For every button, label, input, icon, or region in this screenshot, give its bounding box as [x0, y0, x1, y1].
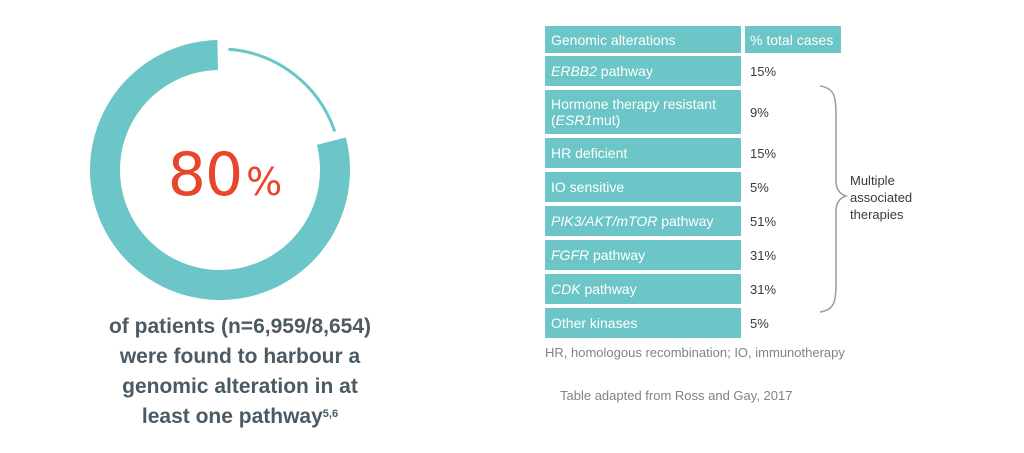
row-percent: 31% — [750, 281, 777, 297]
row-alteration-text: Hormone therapy resistant (ESR1mut) — [551, 96, 716, 128]
bracket-label-line-1: Multiple — [850, 173, 895, 188]
row-percent: 5% — [750, 315, 769, 331]
caption-line-2: were found to harbour a — [119, 345, 361, 368]
row-alteration-text: PIK3/AKT/mTOR pathway — [551, 213, 714, 229]
percent-value: 80% — [80, 140, 370, 210]
caption-line-4: least one pathway5,6 — [40, 402, 440, 432]
row-alteration: CDK pathway — [545, 274, 741, 304]
right-brace-icon — [819, 85, 848, 313]
row-alteration: Hormone therapy resistant (ESR1mut) — [545, 90, 741, 134]
table-row: ERBB2 pathway 15% — [545, 56, 841, 86]
row-percent: 15% — [750, 63, 777, 79]
row-alteration-gene: CDK — [551, 281, 581, 297]
table-row: IO sensitive 5% — [545, 172, 841, 202]
table-row: PIK3/AKT/mTOR pathway 51% — [545, 206, 841, 236]
donut-caption: of patients (n=6,959/8,654) were found t… — [40, 312, 440, 432]
row-alteration: IO sensitive — [545, 172, 741, 202]
table-source: Table adapted from Ross and Gay, 2017 — [560, 388, 793, 403]
row-alteration-text: HR deficient — [551, 145, 628, 161]
row-percent: 51% — [750, 213, 777, 229]
donut-svg — [90, 40, 351, 300]
row-alteration: Other kinases — [545, 308, 741, 338]
row-alteration: ERBB2 pathway — [545, 56, 741, 86]
row-alteration-gene: PIK3/AKT/mTOR — [551, 213, 658, 229]
donut-chart: 80% — [80, 35, 360, 305]
bracket-label-line-3: therapies — [850, 207, 904, 222]
percent-number: 80 — [167, 140, 243, 210]
table-footnote: HR, homologous recombination; IO, immuno… — [545, 345, 845, 360]
table-header-row: Genomic alterations % total cases — [545, 26, 841, 53]
caption-line-3: genomic alteration in at — [122, 375, 358, 398]
table-row: Hormone therapy resistant (ESR1mut) 9% — [545, 90, 841, 134]
header-genomic-alterations: Genomic alterations — [545, 26, 741, 53]
bracket-label-line-2: associated — [850, 190, 913, 205]
row-alteration-gene: FGFR — [551, 247, 590, 263]
caption-superscript: 5,6 — [322, 408, 339, 420]
table-row: FGFR pathway 31% — [545, 240, 841, 270]
row-alteration-text: CDK pathway — [551, 281, 637, 297]
donut-remainder-arc — [228, 47, 337, 132]
bracket-label: Multiple associated therapies — [850, 172, 912, 223]
table-row: HR deficient 15% — [545, 138, 841, 168]
row-alteration: FGFR pathway — [545, 240, 741, 270]
row-alteration-gene: ERBB2 — [551, 63, 597, 79]
row-alteration: PIK3/AKT/mTOR pathway — [545, 206, 741, 236]
row-alteration-text: Other kinases — [551, 315, 638, 331]
header-total-cases: % total cases — [745, 26, 841, 53]
caption-line-4-text: least one pathway — [141, 405, 323, 428]
row-percent: 15% — [750, 145, 777, 161]
caption-line-1: of patients (n=6,959/8,654) — [108, 315, 372, 338]
row-alteration-text: ERBB2 pathway — [551, 63, 653, 79]
row-percent: 9% — [750, 104, 769, 120]
row-alteration-text: IO sensitive — [551, 179, 625, 195]
row-percent: 31% — [750, 247, 777, 263]
row-alteration: HR deficient — [545, 138, 741, 168]
row-alteration-text: FGFR pathway — [551, 247, 646, 263]
table-row: Other kinases 5% — [545, 308, 841, 338]
table-row: CDK pathway 31% — [545, 274, 841, 304]
row-percent: 5% — [750, 179, 769, 195]
row-alteration-gene: ESR1 — [555, 112, 593, 128]
percent-symbol: % — [246, 160, 283, 204]
